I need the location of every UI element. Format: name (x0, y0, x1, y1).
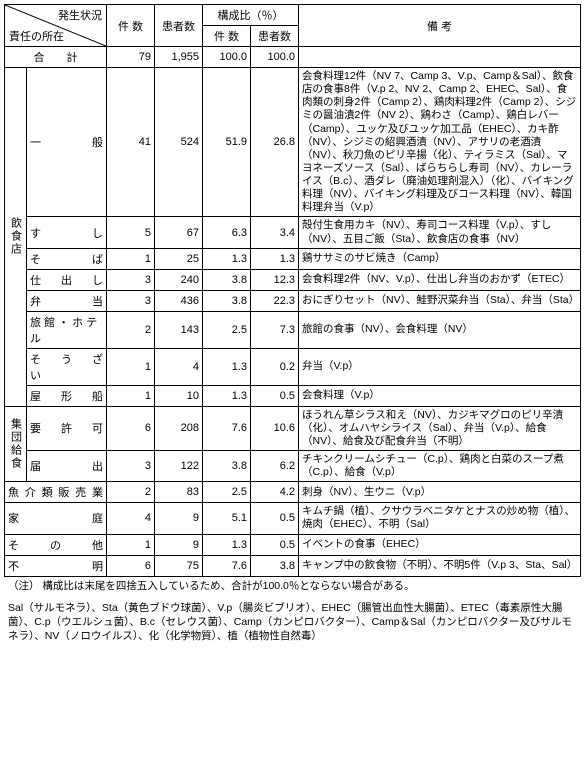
total-rem (299, 47, 581, 68)
sub-label: 一 般 (27, 68, 107, 217)
total-label: 合 計 (5, 47, 107, 68)
total-rc: 100.0 (203, 47, 251, 68)
header-row-1: 発生状況 責任の所在 件 数 患者数 構成比（％） 備 考 (5, 5, 581, 26)
diag-top: 発生状況 (58, 7, 102, 23)
table-row: 飲食店 一 般 41 524 51.9 26.8 会食料理12件（NV 7、Ca… (5, 68, 581, 217)
total-patients: 1,955 (155, 47, 203, 68)
hdr-ratio-cases: 件 数 (203, 26, 251, 47)
footnote-1: （注） 構成比は末尾を四捨五入しているため、合計が100.0％とならない場合があ… (4, 577, 581, 595)
table-row: 集団給食 要 許 可 6 208 7.6 10.6 ほうれん草シラス和え（NV）… (5, 406, 581, 450)
hdr-patients: 患者数 (155, 5, 203, 47)
table-row: 屋 形 船 1 10 1.3 0.5 会食料理（V.p） (5, 385, 581, 406)
hdr-remarks: 備 考 (299, 5, 581, 47)
data-table: 発生状況 責任の所在 件 数 患者数 構成比（％） 備 考 件 数 患者数 合 … (4, 4, 581, 577)
table-row: 弁 当 3 436 3.8 22.3 おにぎりセット（NV）、鮭野沢菜弁当（St… (5, 290, 581, 311)
hdr-ratio-group: 構成比（％） (203, 5, 299, 26)
cat-restaurant: 飲食店 (5, 68, 27, 407)
total-rp: 100.0 (251, 47, 299, 68)
table-row: そ の 他 1 9 1.3 0.5 イベントの食事（EHEC） (5, 534, 581, 555)
total-cases: 79 (107, 47, 155, 68)
diagonal-header: 発生状況 責任の所在 (5, 5, 107, 47)
table-row: 仕 出 し 3 240 3.8 12.3 会食料理2件（NV、V.p）、仕出し弁… (5, 269, 581, 290)
cat-group-meal: 集団給食 (5, 406, 27, 482)
table-row: 届 出 3 122 3.8 6.2 チキンクリームシチュー（C.p）、鶏肉と白菜… (5, 451, 581, 482)
table-row: そ ば 1 25 1.3 1.3 鶏ササミのサビ焼き（Camp） (5, 248, 581, 269)
table-row: す し 5 67 6.3 3.4 殻付生食用カキ（NV）、寿司コース料理（V.p… (5, 217, 581, 248)
table-row: 旅 館 ・ ホ テ ル 2 143 2.5 7.3 旅館の食事（NV）、会食料理… (5, 311, 581, 348)
hdr-cases: 件 数 (107, 5, 155, 47)
footnote-legend: Sal（サルモネラ）、Sta（黄色ブドウ球菌）、V.p（腸炎ビブリオ）、EHEC… (4, 599, 581, 646)
table-row: 家 庭 4 9 5.1 0.5 キムチ鍋（植）、クサウラベニタケとナスの炒め物（… (5, 503, 581, 534)
table-row: 魚 介 類 販 売 業 2 83 2.5 4.2 刺身（NV）、生ウニ（V.p） (5, 482, 581, 503)
total-row: 合 計 79 1,955 100.0 100.0 (5, 47, 581, 68)
table-row: そ う ざ い 1 4 1.3 0.2 弁当（V.p） (5, 348, 581, 385)
diag-bottom: 責任の所在 (9, 28, 64, 44)
hdr-ratio-patients: 患者数 (251, 26, 299, 47)
table-row: 不 明 6 75 7.6 3.8 キャンプ中の飲食物（不明）、不明5件（V.p … (5, 555, 581, 576)
